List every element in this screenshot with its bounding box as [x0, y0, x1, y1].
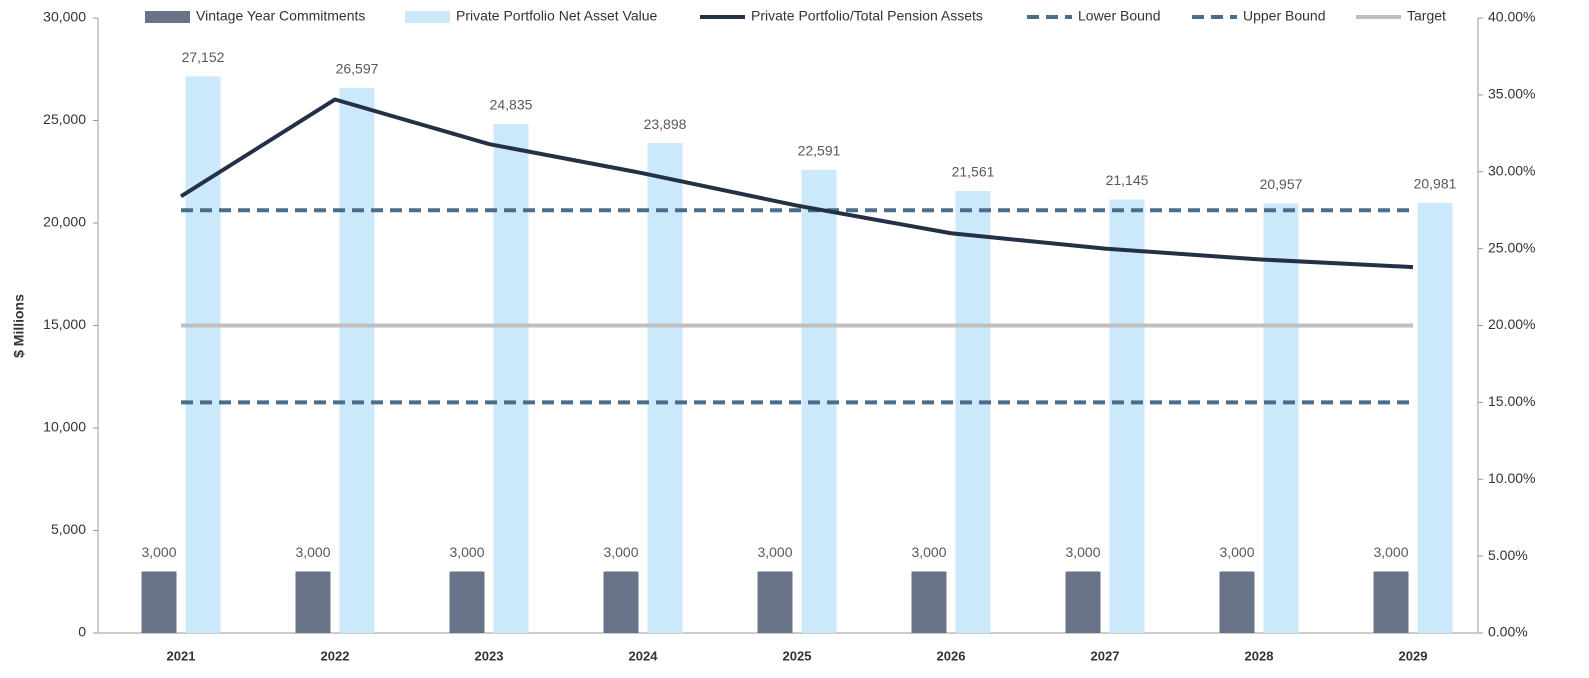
x-tick-label: 2023: [475, 648, 504, 663]
bar: [449, 571, 485, 633]
bar: [339, 87, 375, 634]
value-label: 3,000: [1065, 544, 1100, 560]
bar: [1417, 202, 1453, 633]
y2-tick-label: 10.00%: [1488, 470, 1535, 486]
y2-tick-label: 40.00%: [1488, 9, 1535, 25]
y2-tick-label: 5.00%: [1488, 547, 1528, 563]
bar: [911, 571, 947, 633]
x-tick-label: 2029: [1399, 648, 1428, 663]
bar: [603, 571, 639, 633]
legend-label: Private Portfolio/Total Pension Assets: [751, 8, 983, 24]
legend-swatch: [145, 11, 190, 23]
y2-tick-label: 25.00%: [1488, 239, 1535, 255]
bar: [295, 571, 331, 633]
y2-tick-label: 15.00%: [1488, 393, 1535, 409]
value-label: 3,000: [1219, 544, 1254, 560]
legend-label: Vintage Year Commitments: [196, 8, 365, 24]
x-tick-label: 2024: [629, 648, 659, 663]
value-label: 3,000: [141, 544, 176, 560]
y-tick-label: 15,000: [43, 316, 86, 332]
x-tick-label: 2027: [1091, 648, 1120, 663]
value-label: 20,981: [1414, 176, 1457, 192]
value-label: 3,000: [1373, 544, 1408, 560]
y-tick-label: 30,000: [43, 9, 86, 25]
value-label: 3,000: [757, 544, 792, 560]
x-tick-label: 2028: [1245, 648, 1274, 663]
legend-label: Target: [1407, 8, 1446, 24]
x-tick-label: 2021: [167, 648, 196, 663]
bar: [1373, 571, 1409, 633]
y-tick-label: 10,000: [43, 419, 86, 435]
value-label: 21,145: [1106, 172, 1149, 188]
value-label: 21,561: [952, 164, 995, 180]
y-tick-label: 20,000: [43, 214, 86, 230]
bar: [1109, 199, 1145, 633]
value-label: 27,152: [182, 49, 225, 65]
legend-swatch: [405, 11, 450, 23]
x-tick-label: 2026: [937, 648, 966, 663]
value-label: 20,957: [1260, 176, 1303, 192]
y-tick-label: 25,000: [43, 111, 86, 127]
bar: [1065, 571, 1101, 633]
y2-tick-label: 35.00%: [1488, 86, 1535, 102]
bar: [141, 571, 177, 633]
value-label: 26,597: [336, 60, 379, 76]
y-tick-label: 0: [78, 624, 86, 640]
x-tick-label: 2022: [321, 648, 350, 663]
value-label: 24,835: [490, 97, 533, 113]
value-label: 22,591: [798, 143, 841, 159]
bar: [493, 123, 529, 633]
legend-label: Private Portfolio Net Asset Value: [456, 8, 657, 24]
y2-tick-label: 0.00%: [1488, 624, 1528, 640]
value-label: 3,000: [603, 544, 638, 560]
bar: [757, 571, 793, 633]
value-label: 3,000: [449, 544, 484, 560]
bar: [647, 143, 683, 633]
line-series: [179, 97, 1414, 270]
value-label: 3,000: [911, 544, 946, 560]
y2-tick-label: 30.00%: [1488, 162, 1535, 178]
value-label: 23,898: [644, 116, 687, 132]
bar: [955, 190, 991, 633]
legend-label: Upper Bound: [1243, 8, 1326, 24]
y-tick-label: 5,000: [51, 521, 86, 537]
y2-tick-label: 20.00%: [1488, 316, 1535, 332]
bar: [1263, 203, 1299, 633]
legend-label: Lower Bound: [1078, 8, 1161, 24]
bar: [185, 76, 221, 633]
value-label: 3,000: [295, 544, 330, 560]
bar: [1219, 571, 1255, 633]
x-tick-label: 2025: [783, 648, 812, 663]
y-axis-label: $ Millions: [11, 294, 27, 358]
